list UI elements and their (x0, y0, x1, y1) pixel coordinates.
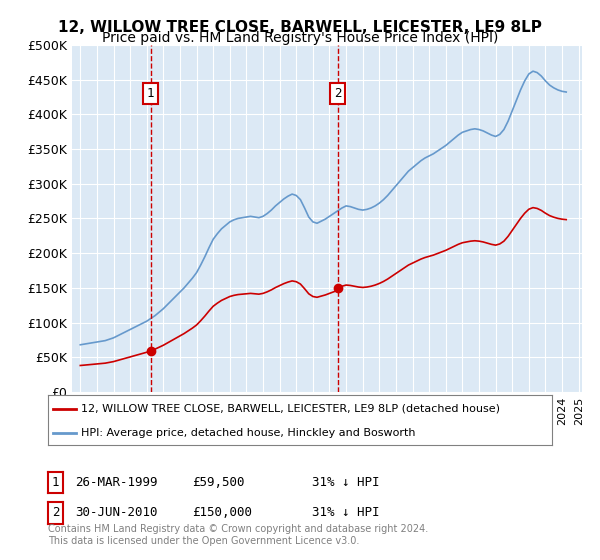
Text: HPI: Average price, detached house, Hinckley and Bosworth: HPI: Average price, detached house, Hinc… (81, 428, 415, 437)
Text: £150,000: £150,000 (192, 506, 252, 520)
Text: £59,500: £59,500 (192, 475, 245, 489)
Text: 30-JUN-2010: 30-JUN-2010 (75, 506, 157, 520)
Text: 31% ↓ HPI: 31% ↓ HPI (312, 506, 380, 520)
Text: 12, WILLOW TREE CLOSE, BARWELL, LEICESTER, LE9 8LP (detached house): 12, WILLOW TREE CLOSE, BARWELL, LEICESTE… (81, 404, 500, 414)
Text: 2: 2 (334, 87, 341, 100)
Text: Price paid vs. HM Land Registry's House Price Index (HPI): Price paid vs. HM Land Registry's House … (102, 31, 498, 45)
Text: 26-MAR-1999: 26-MAR-1999 (75, 475, 157, 489)
Text: Contains HM Land Registry data © Crown copyright and database right 2024.
This d: Contains HM Land Registry data © Crown c… (48, 524, 428, 546)
Text: 12, WILLOW TREE CLOSE, BARWELL, LEICESTER, LE9 8LP: 12, WILLOW TREE CLOSE, BARWELL, LEICESTE… (58, 20, 542, 35)
Text: 1: 1 (52, 475, 59, 489)
Text: 2: 2 (52, 506, 59, 520)
Text: 31% ↓ HPI: 31% ↓ HPI (312, 475, 380, 489)
Text: 1: 1 (147, 87, 154, 100)
